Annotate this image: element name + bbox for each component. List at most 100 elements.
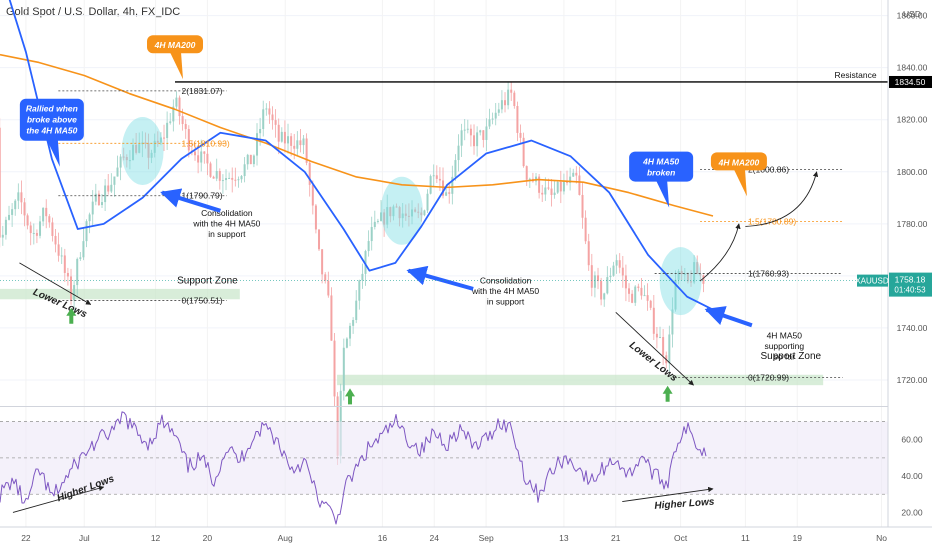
candle-body <box>671 309 674 335</box>
candle-body <box>54 235 57 245</box>
candle-body <box>159 137 162 143</box>
candle-body <box>423 210 426 216</box>
chart-title: Gold Spot / U.S. Dollar, 4h, FX_IDC <box>6 6 181 18</box>
candle-body <box>407 215 410 217</box>
candle-body <box>618 260 621 268</box>
candle-body <box>562 180 565 192</box>
candle-body <box>659 337 662 339</box>
candle-body <box>600 281 603 300</box>
time-tick-label: Jul <box>79 533 90 543</box>
candle-body <box>221 180 224 182</box>
candle-body <box>615 260 618 266</box>
candle-body <box>42 207 45 222</box>
trend-line <box>19 262 92 305</box>
callout-orange: 4H MA200 <box>710 152 767 197</box>
rsi-tick-label: 40.00 <box>901 471 923 481</box>
annotation-text: so far <box>774 351 795 361</box>
candle-body <box>48 216 51 223</box>
candle-body <box>500 100 503 110</box>
candle-body <box>26 215 29 226</box>
candle-body <box>621 267 624 276</box>
candle-body <box>268 108 271 115</box>
symbol-badge <box>857 274 888 287</box>
ma50-line <box>8 0 714 311</box>
consolidation-circle <box>659 247 702 316</box>
fib-level-label: 0(1720.99) <box>748 372 789 382</box>
price-tick-label: 1800.00 <box>897 167 928 177</box>
candle-body <box>240 176 243 180</box>
support-zone-label: Support Zone <box>177 276 238 287</box>
candle-body <box>11 209 14 215</box>
candle-body <box>212 176 215 179</box>
price-tick-label: 1780.00 <box>897 219 928 229</box>
candle-body <box>380 212 383 221</box>
candle-body <box>683 273 686 275</box>
candle-body <box>166 122 169 139</box>
symbol-badge-text: XAUUSD <box>855 277 889 286</box>
candle-body <box>175 97 178 107</box>
candle-body <box>634 286 637 303</box>
candle-body <box>693 262 696 283</box>
candle-body <box>32 232 35 234</box>
candle-body <box>262 109 265 130</box>
price-tick-label: 1740.00 <box>897 323 928 333</box>
callout-text: 4H MA200 <box>154 40 196 50</box>
candle-body <box>550 188 553 195</box>
candle-body <box>376 220 379 222</box>
candle-body <box>628 288 631 294</box>
candle-body <box>330 295 333 341</box>
candle-body <box>606 277 609 294</box>
candle-body <box>603 293 606 300</box>
candle-body <box>497 109 500 113</box>
callout-box <box>147 35 204 54</box>
candle-body <box>184 124 187 130</box>
candle-body <box>243 164 246 177</box>
axis-unit-label: USD <box>903 9 921 19</box>
candle-body <box>460 130 463 146</box>
candle-body <box>305 138 308 163</box>
candle-body <box>324 274 327 281</box>
candle-body <box>88 214 91 222</box>
candle-body <box>426 193 429 211</box>
rsi-tick-label: 20.00 <box>901 507 923 517</box>
candle-body <box>178 97 181 117</box>
annotation-text: 4H MA50 <box>767 330 803 340</box>
candle-body <box>259 129 262 134</box>
candlesticks <box>0 82 705 466</box>
candle-body <box>519 132 522 138</box>
candle-body <box>60 255 63 257</box>
candle-body <box>454 160 457 177</box>
time-tick-label: 22 <box>21 533 31 543</box>
price-tick-label: 1840.00 <box>897 63 928 73</box>
candle-body <box>1 234 4 238</box>
candle-body <box>110 184 113 192</box>
annotation-text: with the 4H MA50 <box>192 219 260 229</box>
candle-body <box>308 162 311 185</box>
candle-body <box>287 136 290 144</box>
candle-body <box>696 262 699 275</box>
candle-body <box>144 142 147 144</box>
fib-level-label: 1(1760.93) <box>748 268 789 278</box>
candle-body <box>352 319 355 326</box>
candle-body <box>237 179 240 181</box>
time-tick-label: Sep <box>479 533 494 543</box>
candle-body <box>417 211 420 213</box>
candle-body <box>57 244 60 256</box>
candle-body <box>575 172 578 176</box>
candle-body <box>355 300 358 320</box>
time-tick-label: 13 <box>559 533 569 543</box>
candle-body <box>488 119 491 127</box>
candle-body <box>321 249 324 275</box>
candle-body <box>358 280 361 301</box>
candle-body <box>578 175 581 195</box>
candle-body <box>528 178 531 180</box>
fib-level-label: 1.5(1810.93) <box>181 138 229 148</box>
candle-body <box>637 286 640 288</box>
callout-orange: 4H MA200 <box>147 35 204 80</box>
callout-tail <box>733 169 747 197</box>
candle-body <box>39 221 42 236</box>
time-tick-label: 19 <box>793 533 803 543</box>
projection-arrow <box>699 223 741 282</box>
